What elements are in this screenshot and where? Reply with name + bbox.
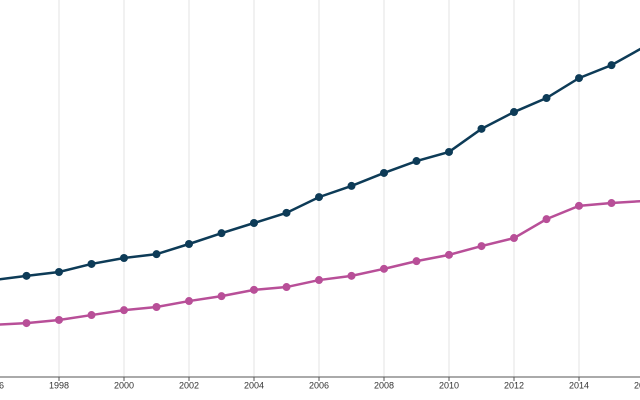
x-tick-label: 2012 xyxy=(504,380,524,390)
data-point xyxy=(282,208,291,217)
x-tick-label: 2008 xyxy=(374,380,394,390)
data-point xyxy=(22,271,31,280)
data-point xyxy=(120,306,128,315)
data-point xyxy=(575,74,583,83)
data-point xyxy=(477,124,486,133)
data-point xyxy=(445,147,453,156)
x-tick-label: 2004 xyxy=(244,380,264,390)
x-tick-label: 2000 xyxy=(114,380,134,390)
data-point xyxy=(542,94,551,103)
data-point xyxy=(217,229,226,238)
data-point xyxy=(152,303,161,311)
data-point xyxy=(87,311,96,320)
data-point xyxy=(282,283,291,292)
data-point xyxy=(347,271,356,280)
x-tick-label: 2014 xyxy=(569,380,589,390)
data-point xyxy=(510,234,518,243)
data-point xyxy=(380,264,388,273)
data-point xyxy=(250,285,258,294)
data-point xyxy=(477,242,486,251)
data-point xyxy=(55,268,63,276)
data-point xyxy=(22,319,31,328)
data-point xyxy=(87,259,96,268)
data-point xyxy=(607,61,616,70)
data-point xyxy=(412,257,421,266)
data-point xyxy=(120,254,128,262)
data-point xyxy=(315,193,323,202)
x-tick-label: 1998 xyxy=(49,380,69,390)
data-point xyxy=(185,297,193,306)
data-point xyxy=(347,181,356,190)
data-point xyxy=(315,276,323,285)
data-point xyxy=(412,157,421,166)
x-tick-label: 2006 xyxy=(309,380,329,390)
data-point xyxy=(217,292,226,301)
data-point xyxy=(185,240,193,248)
x-tick-label: 2010 xyxy=(439,380,459,390)
data-point xyxy=(575,201,583,210)
x-tick-label: 2002 xyxy=(179,380,199,390)
data-point xyxy=(510,108,518,117)
data-point xyxy=(607,199,616,208)
data-point xyxy=(445,250,453,259)
data-point xyxy=(55,315,63,324)
data-point xyxy=(380,168,388,177)
data-point xyxy=(542,215,551,224)
series-line xyxy=(0,47,640,281)
x-tick-label: 2016 xyxy=(634,380,640,390)
x-tick-label: 1996 xyxy=(0,380,4,390)
data-point xyxy=(250,219,258,227)
data-point xyxy=(152,250,161,259)
